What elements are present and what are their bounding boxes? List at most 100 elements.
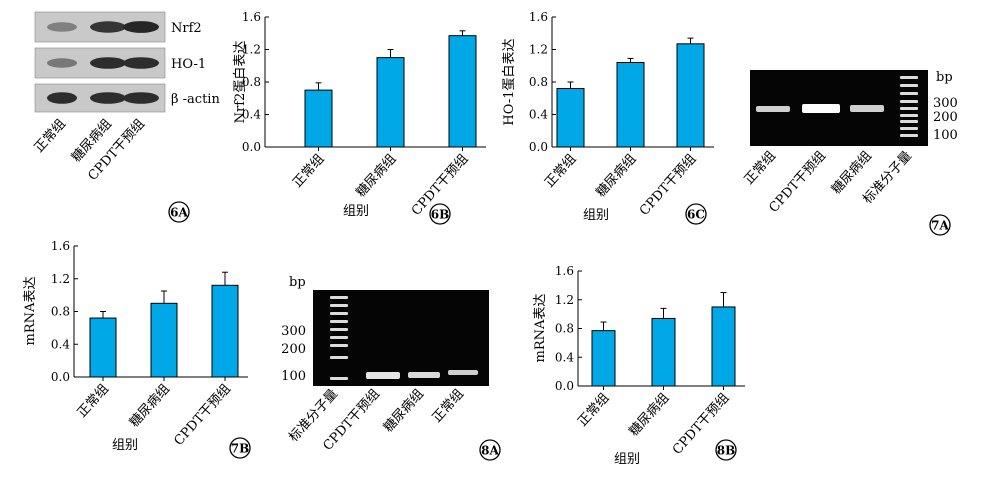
y-tick-label: 0.8 [529,75,548,89]
y-tick-label: 0.0 [242,140,261,154]
y-tick-label: 0.8 [51,305,70,319]
y-tick-label: 1.2 [555,293,574,307]
sample-band [850,105,884,112]
blot-band [90,57,126,69]
sample-band [408,372,440,378]
sample-band [366,372,400,379]
x-axis-label: 组别 [583,208,609,223]
marker-label: 200 [281,342,306,357]
y-tick-label: 0.0 [529,140,548,154]
ladder-band [900,76,918,79]
panel-tag-label: 6B [431,208,450,222]
bar-1 [89,317,117,378]
lane-label: 正常组 [742,149,779,188]
bar-2 [651,317,676,387]
ladder-band [330,320,348,323]
y-axis-label: HO-1蛋白表达 [501,38,517,125]
marker-label: 300 [933,96,958,111]
category-label: 正常组 [75,382,112,421]
y-tick-label: 1.2 [242,43,261,57]
y-tick-label: 1.2 [529,43,548,57]
lane-label: 正常组 [430,387,467,426]
band-label: HO-1 [171,57,206,72]
category-label: 正常组 [542,152,579,191]
blot-band [123,21,159,33]
y-tick-label: 1.6 [51,239,70,253]
panel-tag-label: 8A [481,444,499,458]
panel-tag-circle [229,437,251,459]
blot-band [47,92,77,104]
marker-label: 300 [281,324,306,339]
ladder-band [330,377,348,380]
panel-tag-7A: 7A [929,214,951,236]
ladder-band [900,100,918,103]
ladder-band [330,336,348,339]
ladder-band [900,120,918,123]
panel-tag-8A: 8A [479,439,501,461]
ladder-band [900,114,918,117]
panel-tag-label: 6C [687,208,705,222]
marker-label: 100 [933,128,958,143]
bar-3 [211,284,239,378]
bar-3 [676,43,705,148]
ladder-band [330,328,348,331]
ladder-band [330,356,348,359]
ladder-band [900,134,918,137]
bar-1 [304,89,333,148]
category-label: 糖尿病组 [126,381,173,430]
panel-tag-7B: 7B [229,437,251,459]
y-tick-label: 1.2 [51,272,70,286]
ladder-band [900,84,918,87]
panel-tag-6C: 6C [685,203,707,225]
panel-tag-circle [479,439,501,461]
panel-tag-label: 6A [170,206,188,220]
bar-3 [448,35,477,148]
unit-label: bp [936,70,953,85]
bar-1 [591,330,616,387]
band-label: Nrf2 [171,21,202,36]
bar-2 [150,302,178,378]
panel-tag-label: 7A [931,219,949,233]
ladder-band [330,304,348,307]
y-tick-label: 1.6 [529,10,548,24]
bar-2 [376,57,405,148]
marker-label: 100 [281,369,306,384]
panel-tag-circle [168,201,190,223]
y-tick-label: 0.4 [529,108,548,122]
category-label: 糖尿病组 [593,151,640,200]
y-axis-label: mRNA表达 [23,277,38,346]
x-axis-label: 组别 [343,204,369,219]
panel-tag-circle [685,203,707,225]
ladder-band [330,312,348,315]
ladder-band [900,127,918,130]
blot-band [123,57,159,69]
panel-tag-circle [715,439,737,461]
lane-label: 正常组 [32,117,69,156]
sample-band [802,104,840,113]
ladder-band [330,344,348,347]
marker-label: 200 [933,110,958,125]
category-label: 糖尿病组 [353,151,400,200]
y-tick-label: 0.0 [555,379,574,393]
y-tick-label: 0.4 [242,108,261,122]
sample-band [756,106,790,112]
y-tick-label: 0.8 [242,75,261,89]
y-tick-label: 0.4 [51,337,70,351]
y-tick-label: 1.6 [242,10,261,24]
blot-band [123,92,159,104]
ladder-band [900,107,918,110]
unit-label: bp [289,275,306,290]
category-label: 正常组 [575,391,612,430]
lane-label: 糖尿病组 [380,386,427,435]
category-label: 糖尿病组 [626,390,673,439]
panel-tag-circle [429,203,451,225]
category-label: 正常组 [290,152,327,191]
